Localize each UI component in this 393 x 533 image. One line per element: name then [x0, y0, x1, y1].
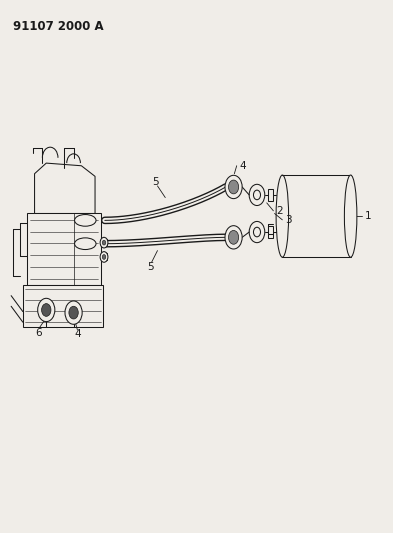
- Circle shape: [102, 240, 106, 245]
- Text: 3: 3: [285, 215, 292, 225]
- Text: 2: 2: [277, 206, 283, 216]
- Bar: [268, 225, 274, 238]
- Polygon shape: [35, 163, 95, 214]
- Circle shape: [225, 225, 242, 249]
- Circle shape: [228, 230, 239, 244]
- Text: 91107 2000 A: 91107 2000 A: [13, 20, 104, 33]
- Text: 4: 4: [74, 329, 81, 339]
- Circle shape: [102, 255, 106, 260]
- Bar: [268, 189, 274, 201]
- Circle shape: [100, 252, 108, 262]
- Text: 5: 5: [147, 262, 154, 271]
- Circle shape: [100, 237, 108, 248]
- Circle shape: [69, 306, 78, 319]
- Circle shape: [38, 298, 55, 321]
- Ellipse shape: [75, 238, 96, 249]
- Circle shape: [228, 180, 239, 194]
- Text: 4: 4: [240, 161, 246, 171]
- Circle shape: [65, 301, 82, 324]
- Text: 6: 6: [35, 328, 42, 338]
- Ellipse shape: [75, 215, 96, 226]
- Bar: [27, 214, 101, 285]
- Text: 5: 5: [152, 176, 159, 187]
- Ellipse shape: [344, 175, 357, 257]
- Circle shape: [42, 304, 51, 317]
- Bar: [23, 285, 103, 327]
- Text: 1: 1: [365, 211, 371, 221]
- Circle shape: [225, 175, 242, 199]
